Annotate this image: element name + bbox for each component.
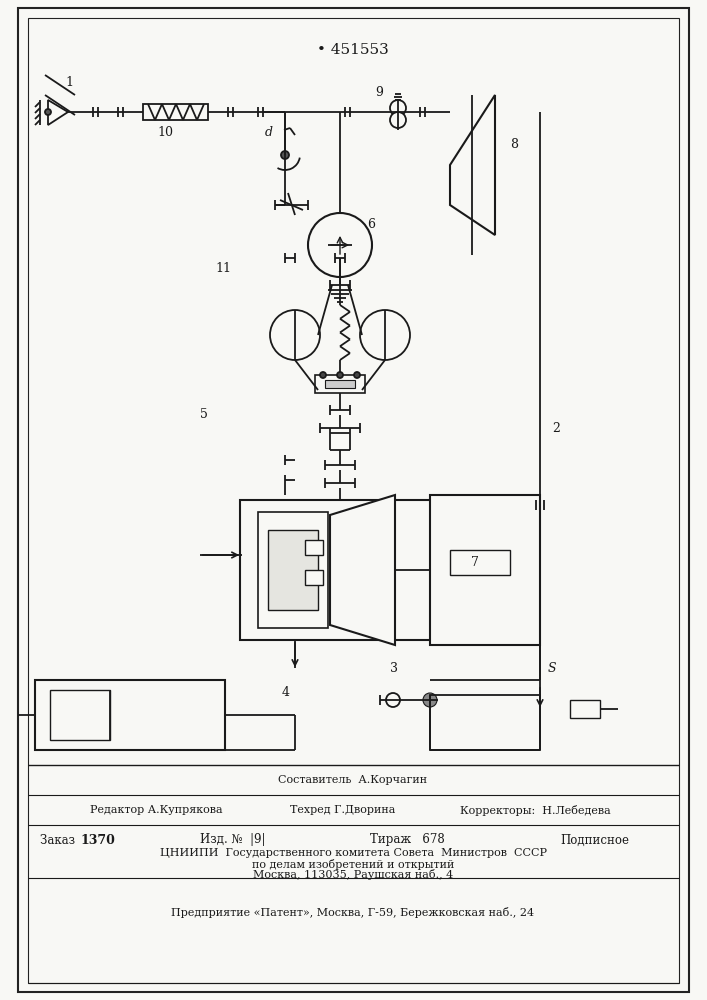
- Bar: [240, 500, 490, 640]
- Text: Корректоры:  Н.Лебедева: Корректоры: Н.Лебедева: [460, 804, 611, 816]
- Circle shape: [360, 310, 410, 360]
- Text: Редактор А.Купрякова: Редактор А.Купрякова: [90, 805, 223, 815]
- Bar: [315, 375, 365, 393]
- Text: Составитель  А.Корчагин: Составитель А.Корчагин: [279, 775, 428, 785]
- Bar: [258, 512, 328, 628]
- Text: 1: 1: [65, 76, 73, 89]
- Text: 9: 9: [375, 87, 383, 100]
- Text: Заказ: Заказ: [40, 834, 79, 846]
- Circle shape: [390, 112, 406, 128]
- Text: 1370: 1370: [80, 834, 115, 846]
- Text: S: S: [548, 662, 556, 674]
- Circle shape: [320, 372, 326, 378]
- Bar: [268, 530, 318, 610]
- Text: 3: 3: [390, 662, 398, 674]
- Text: Техред Г.Дворина: Техред Г.Дворина: [290, 805, 395, 815]
- Text: 11: 11: [215, 261, 231, 274]
- Text: Подписное: Подписное: [560, 834, 629, 846]
- Bar: [430, 495, 540, 645]
- Circle shape: [354, 372, 360, 378]
- Bar: [430, 695, 540, 750]
- Circle shape: [390, 100, 406, 116]
- Circle shape: [270, 310, 320, 360]
- Text: d: d: [265, 126, 273, 139]
- Text: 7: 7: [471, 556, 479, 568]
- Circle shape: [308, 213, 372, 277]
- Text: 5: 5: [200, 408, 208, 422]
- Circle shape: [45, 109, 51, 115]
- Text: 10: 10: [157, 126, 173, 139]
- Bar: [325, 380, 355, 388]
- Circle shape: [423, 693, 437, 707]
- Text: Предприятие «Патент», Москва, Г-59, Бережковская наб., 24: Предприятие «Патент», Москва, Г-59, Бере…: [171, 906, 534, 918]
- Circle shape: [281, 151, 289, 159]
- Polygon shape: [330, 495, 395, 645]
- Bar: [35, 680, 225, 750]
- Bar: [570, 700, 600, 718]
- Text: 8: 8: [510, 138, 518, 151]
- Text: 6: 6: [367, 219, 375, 232]
- Text: Москва, 113035, Раушская наб., 4: Москва, 113035, Раушская наб., 4: [253, 869, 453, 880]
- Text: 2: 2: [552, 422, 560, 434]
- Bar: [143, 104, 208, 120]
- Bar: [450, 550, 510, 575]
- Text: ЦНИИПИ  Государственного комитета Совета  Министров  СССР: ЦНИИПИ Государственного комитета Совета …: [160, 848, 547, 858]
- Polygon shape: [450, 95, 495, 235]
- Circle shape: [337, 372, 343, 378]
- Text: Тираж   678: Тираж 678: [370, 834, 445, 846]
- Bar: [50, 690, 110, 740]
- Text: Изд. №  |9|: Изд. № |9|: [200, 834, 265, 846]
- Text: по делам изобретений и открытий: по делам изобретений и открытий: [252, 858, 454, 869]
- Text: • 451553: • 451553: [317, 43, 389, 57]
- Bar: [305, 570, 323, 585]
- Bar: [305, 540, 323, 555]
- Text: 4: 4: [282, 686, 290, 698]
